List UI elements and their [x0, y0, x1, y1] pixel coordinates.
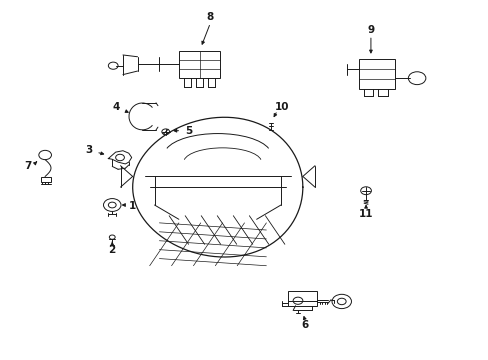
Text: 8: 8: [206, 13, 214, 22]
Text: 2: 2: [108, 245, 116, 255]
Text: 4: 4: [113, 102, 120, 112]
Text: 1: 1: [129, 201, 136, 211]
Bar: [179, 51, 220, 78]
Text: 10: 10: [275, 102, 289, 112]
Text: 11: 11: [358, 209, 372, 219]
Text: 3: 3: [85, 145, 92, 155]
Text: 7: 7: [24, 161, 32, 171]
Bar: [358, 59, 394, 89]
Text: 5: 5: [184, 126, 192, 136]
Text: 9: 9: [366, 25, 374, 35]
Text: 6: 6: [301, 320, 308, 330]
Bar: [41, 177, 51, 182]
Bar: [287, 291, 317, 306]
